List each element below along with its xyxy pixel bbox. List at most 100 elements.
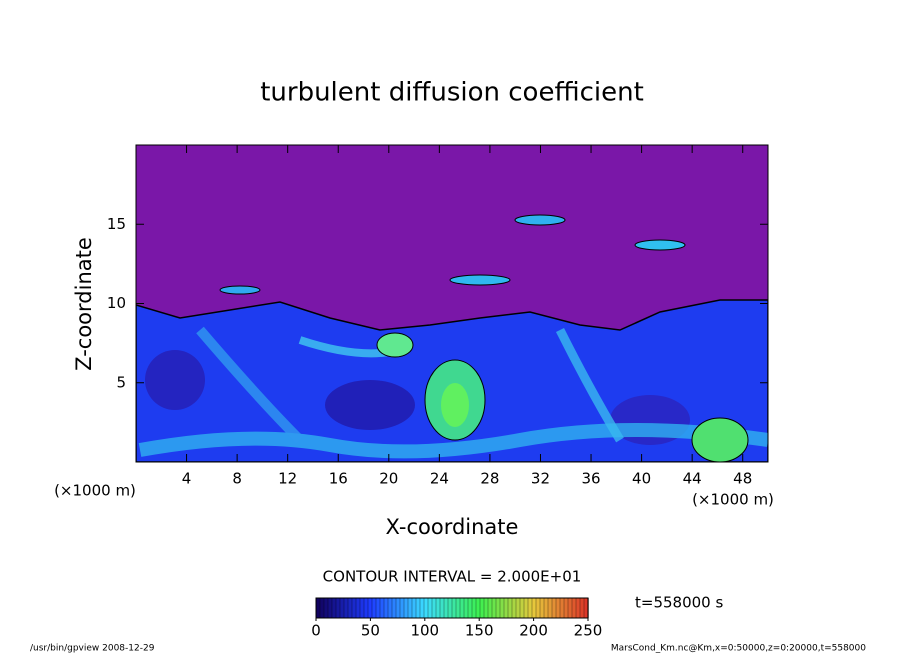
x-tick-label: 36 <box>581 470 600 488</box>
colorbar-swatch <box>447 597 453 619</box>
colorbar-swatch <box>383 597 389 619</box>
colorbar-swatch <box>323 597 329 619</box>
colorbar-swatch <box>435 597 441 619</box>
colorbar-swatch <box>531 597 537 619</box>
colorbar-swatch <box>563 597 569 619</box>
colorbar-swatch <box>455 597 461 619</box>
x-tick-label: 8 <box>232 470 242 488</box>
colorbar-swatch <box>503 597 509 619</box>
colorbar-swatch <box>431 597 437 619</box>
colorbar-swatch <box>495 597 501 619</box>
x-axis-title: X-coordinate <box>386 515 519 539</box>
x-tick-label: 4 <box>182 470 192 488</box>
colorbar-frame <box>315 597 589 619</box>
colorbar-tick-label: 100 <box>410 622 439 640</box>
colorbar-swatch <box>463 597 469 619</box>
colorbar-swatch <box>535 597 541 619</box>
colorbar-swatch <box>343 597 349 619</box>
colorbar-swatch <box>399 597 405 619</box>
colorbar-swatch <box>443 597 449 619</box>
colorbar-swatch <box>371 597 377 619</box>
colorbar-swatch <box>539 597 545 619</box>
y-tick-label: 10 <box>107 294 126 312</box>
colorbar-swatch <box>335 597 341 619</box>
colorbar-tick-label: 0 <box>311 622 321 640</box>
y-tick-label: 5 <box>116 373 126 391</box>
colorbar-swatch <box>379 597 385 619</box>
colorbar-swatch <box>579 597 585 619</box>
x-tick-label: 20 <box>379 470 398 488</box>
colorbar-swatch <box>331 597 337 619</box>
colorbar-swatch <box>543 597 549 619</box>
x-tick-label: 28 <box>480 470 499 488</box>
colorbar-swatch <box>547 597 553 619</box>
x-tick-label: 16 <box>329 470 348 488</box>
colorbar-swatch <box>415 597 421 619</box>
colorbar-swatch <box>459 597 465 619</box>
colorbar-swatch <box>439 597 445 619</box>
y-axis-unit: (×1000 m) <box>54 482 136 500</box>
colorbar-swatch <box>387 597 393 619</box>
colorbar-swatch <box>567 597 573 619</box>
colorbar-swatch <box>427 597 433 619</box>
colorbar-swatch <box>515 597 521 619</box>
colorbar-swatch <box>491 597 497 619</box>
contour-interval: CONTOUR INTERVAL = 2.000E+01 <box>323 568 582 586</box>
footer-left: /usr/bin/gpview 2008-12-29 <box>30 644 155 654</box>
colorbar-swatch <box>395 597 401 619</box>
colorbar-swatch <box>407 597 413 619</box>
colorbar-swatch <box>339 597 345 619</box>
colorbar-swatch <box>419 597 425 619</box>
colorbar-swatch <box>479 597 485 619</box>
colorbar-swatch <box>391 597 397 619</box>
x-tick-label: 44 <box>683 470 702 488</box>
colorbar-swatch <box>347 597 353 619</box>
x-tick-label: 12 <box>278 470 297 488</box>
colorbar-swatch <box>319 597 325 619</box>
colorbar-swatch <box>555 597 561 619</box>
chart-title: turbulent diffusion coefficient <box>260 78 644 108</box>
colorbar-swatch <box>499 597 505 619</box>
colorbar-swatch <box>571 597 577 619</box>
y-tick-label: 15 <box>107 215 126 233</box>
field <box>136 145 768 462</box>
colorbar-swatch <box>351 597 357 619</box>
x-tick-label: 32 <box>531 470 550 488</box>
colorbar-swatch <box>483 597 489 619</box>
colorbar-swatch <box>575 597 581 619</box>
colorbar-swatch <box>363 597 369 619</box>
colorbar-swatch <box>411 597 417 619</box>
colorbar-tick-label: 150 <box>465 622 494 640</box>
colorbar-swatch <box>315 597 321 619</box>
colorbar-swatch <box>511 597 517 619</box>
colorbar-swatch <box>487 597 493 619</box>
colorbar-swatch <box>527 597 533 619</box>
colorbar-swatch <box>471 597 477 619</box>
colorbar-swatch <box>451 597 457 619</box>
colorbar-swatch <box>507 597 513 619</box>
colorbar-swatch <box>359 597 365 619</box>
time-label: t=558000 s <box>635 594 723 612</box>
colorbar-swatch <box>523 597 529 619</box>
colorbar-swatch <box>551 597 557 619</box>
footer-right: MarsCond_Km.nc@Km,x=0:50000,z=0:20000,t=… <box>611 644 866 654</box>
colorbar-tick-label: 250 <box>574 622 603 640</box>
colorbar-swatch <box>423 597 429 619</box>
colorbar-tick-label: 200 <box>519 622 548 640</box>
colorbar-swatch <box>467 597 473 619</box>
colorbar-swatch <box>367 597 373 619</box>
colorbar-swatch <box>475 597 481 619</box>
colorbar-swatch <box>403 597 409 619</box>
x-tick-label: 24 <box>430 470 449 488</box>
colorbar-swatch <box>559 597 565 619</box>
colorbar-tick-label: 50 <box>361 622 380 640</box>
colorbar-swatch <box>355 597 361 619</box>
colorbar-swatch <box>519 597 525 619</box>
y-axis-title: Z-coordinate <box>72 237 96 371</box>
x-axis-unit: (×1000 m) <box>692 491 774 509</box>
colorbar: 0 50 100 150 200 250 <box>311 597 603 640</box>
x-tick-label: 40 <box>632 470 651 488</box>
colorbar-swatch <box>375 597 381 619</box>
x-tick-label: 48 <box>733 470 752 488</box>
